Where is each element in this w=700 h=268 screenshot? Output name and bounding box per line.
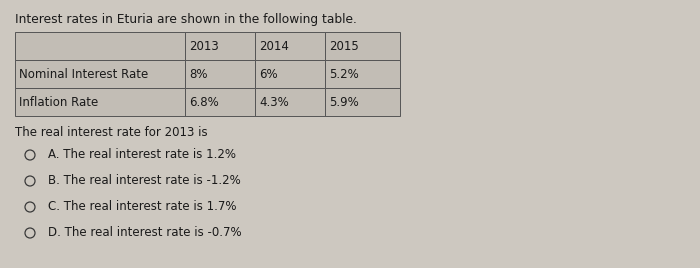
- Text: A. The real interest rate is 1.2%: A. The real interest rate is 1.2%: [48, 148, 236, 162]
- Text: 8%: 8%: [189, 68, 207, 80]
- Text: 5.9%: 5.9%: [329, 95, 358, 109]
- Bar: [255, 88, 325, 116]
- Bar: [15, 88, 185, 116]
- Text: 6.8%: 6.8%: [189, 95, 218, 109]
- Text: Nominal Interest Rate: Nominal Interest Rate: [19, 68, 148, 80]
- Bar: [325, 60, 400, 88]
- Text: 4.3%: 4.3%: [259, 95, 288, 109]
- Bar: [325, 88, 400, 116]
- Text: D. The real interest rate is -0.7%: D. The real interest rate is -0.7%: [48, 226, 242, 240]
- Text: 2015: 2015: [329, 39, 358, 53]
- Text: 6%: 6%: [259, 68, 278, 80]
- Bar: [185, 60, 255, 88]
- Bar: [255, 60, 325, 88]
- Bar: [15, 32, 185, 60]
- Bar: [185, 88, 255, 116]
- Bar: [255, 32, 325, 60]
- Text: 2014: 2014: [259, 39, 289, 53]
- Text: The real interest rate for 2013 is: The real interest rate for 2013 is: [15, 126, 208, 139]
- Text: Inflation Rate: Inflation Rate: [19, 95, 98, 109]
- Text: B. The real interest rate is -1.2%: B. The real interest rate is -1.2%: [48, 174, 241, 188]
- Text: Interest rates in Eturia are shown in the following table.: Interest rates in Eturia are shown in th…: [15, 13, 357, 26]
- Bar: [325, 32, 400, 60]
- Text: 2013: 2013: [189, 39, 218, 53]
- Bar: [15, 60, 185, 88]
- Text: C. The real interest rate is 1.7%: C. The real interest rate is 1.7%: [48, 200, 237, 214]
- Bar: [185, 32, 255, 60]
- Text: 5.2%: 5.2%: [329, 68, 358, 80]
